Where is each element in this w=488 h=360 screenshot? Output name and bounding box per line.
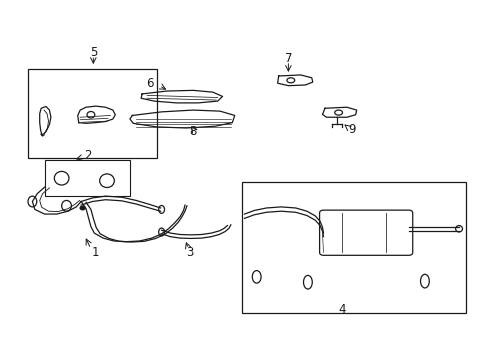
- Text: 1: 1: [92, 246, 100, 259]
- Bar: [44, 160, 130, 196]
- Text: 6: 6: [145, 77, 153, 90]
- Circle shape: [80, 206, 85, 210]
- Text: 9: 9: [347, 123, 355, 136]
- Text: 5: 5: [89, 46, 97, 59]
- Text: 7: 7: [284, 51, 291, 64]
- Text: 3: 3: [186, 246, 193, 259]
- Text: 2: 2: [83, 149, 91, 162]
- Bar: [242, 182, 466, 313]
- Bar: [27, 69, 157, 158]
- Text: 8: 8: [189, 125, 197, 138]
- Text: 4: 4: [338, 303, 345, 316]
